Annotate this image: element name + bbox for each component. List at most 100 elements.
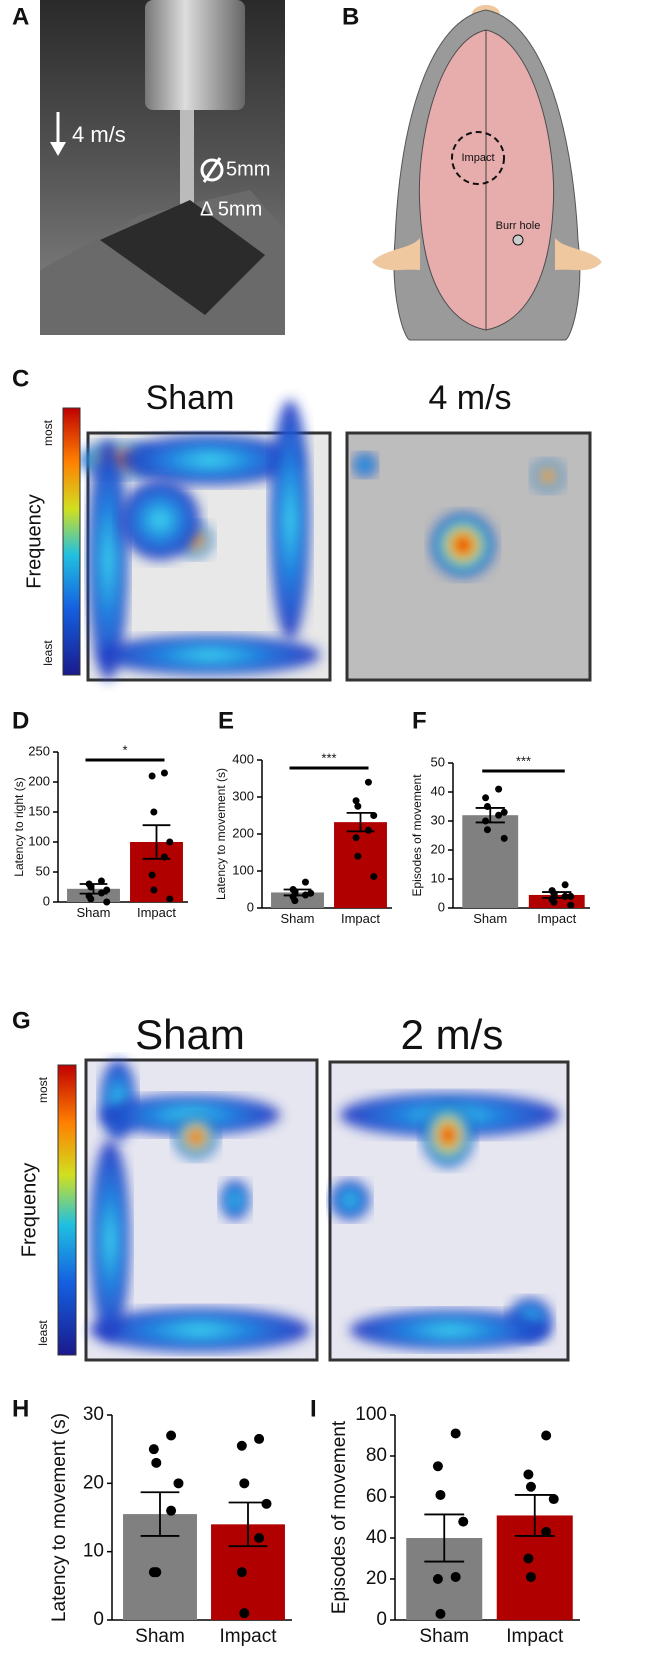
heat-spot <box>422 1103 474 1167</box>
y-tick-label: 50 <box>431 754 445 769</box>
data-point <box>541 1430 552 1441</box>
diameter-label: 5mm <box>226 158 270 180</box>
heat-spot <box>330 1180 370 1220</box>
heat-spot <box>350 1310 550 1350</box>
y-axis-label: Episodes of movement <box>410 774 424 897</box>
colorbar <box>57 1064 77 1356</box>
data-point <box>352 797 360 805</box>
y-tick-label: 20 <box>431 841 445 856</box>
data-point <box>352 834 360 842</box>
y-axis-label: Episodes of movement <box>329 1420 350 1614</box>
data-point <box>103 898 111 906</box>
significance-label: *** <box>321 750 336 765</box>
colorbar-label: Frequency <box>23 494 45 589</box>
data-point <box>166 838 174 846</box>
y-tick-label: 100 <box>232 862 254 877</box>
y-tick-label: 10 <box>83 1541 104 1562</box>
y-tick-label: 250 <box>28 743 50 758</box>
colorbar-min: least <box>36 1320 50 1346</box>
y-axis-label: Latency to right (s) <box>12 777 26 876</box>
panel-label: D <box>12 707 29 734</box>
data-point <box>364 778 372 786</box>
panel-label: F <box>412 707 427 734</box>
heat-spot <box>100 1095 280 1135</box>
y-tick-label: 200 <box>232 825 254 840</box>
data-point <box>432 1461 443 1472</box>
y-tick-label: 100 <box>355 1404 387 1425</box>
data-point <box>160 853 168 861</box>
burr-hole-label: Burr hole <box>496 220 541 232</box>
colorbar <box>62 407 81 676</box>
data-point <box>483 826 491 834</box>
data-point <box>561 892 569 900</box>
data-point <box>370 873 378 881</box>
schematic-b: Impact Burr hole <box>372 5 602 341</box>
data-point <box>87 895 95 903</box>
data-point <box>148 1444 159 1455</box>
y-tick-label: 10 <box>431 870 445 885</box>
y-tick-label: 150 <box>28 803 50 818</box>
y-tick-label: 60 <box>366 1486 387 1507</box>
data-point <box>567 901 575 909</box>
speed-label: 4 m/s <box>72 122 126 147</box>
significance-label: * <box>122 742 127 757</box>
depth-label: Δ 5mm <box>200 198 262 220</box>
data-point <box>435 1608 446 1619</box>
data-point <box>307 889 315 897</box>
x-tick-label: Sham <box>77 905 111 920</box>
data-point <box>239 1478 250 1489</box>
panel-label: B <box>342 3 359 30</box>
data-point <box>148 871 156 879</box>
data-point <box>548 1494 559 1505</box>
data-point <box>482 794 490 802</box>
y-axis-label: Latency to movement (s) <box>214 768 228 900</box>
y-tick-label: 100 <box>28 833 50 848</box>
data-point <box>160 769 168 777</box>
data-point <box>523 1469 534 1480</box>
y-tick-label: 0 <box>43 893 50 908</box>
bar <box>334 822 387 908</box>
heat-spot <box>174 1115 218 1159</box>
heatmap-title: 2 m/s <box>401 1011 504 1058</box>
photo-a: 4 m/s 5mm Δ 5mm <box>40 0 285 335</box>
data-point <box>354 802 362 810</box>
data-point <box>261 1498 272 1509</box>
data-point <box>239 1608 250 1619</box>
data-point <box>495 785 503 793</box>
heat-spot <box>353 453 377 477</box>
data-point <box>458 1516 469 1527</box>
heat-spot <box>90 1308 310 1352</box>
data-point <box>364 826 372 834</box>
data-point <box>525 1481 536 1492</box>
colorbar-max: most <box>41 419 55 446</box>
panel-label: G <box>12 1007 31 1034</box>
heat-spot <box>88 440 128 680</box>
data-point <box>150 808 158 816</box>
data-point <box>166 1430 177 1441</box>
data-point <box>370 812 378 819</box>
colorbar-min: least <box>41 640 55 666</box>
x-tick-label: Sham <box>281 911 315 926</box>
heatmap-title: Sham <box>135 1011 245 1058</box>
panel-label: E <box>218 707 234 734</box>
heat-spot <box>90 1140 130 1340</box>
x-tick-label: Sham <box>135 1626 185 1647</box>
y-tick-label: 0 <box>438 899 445 914</box>
y-tick-label: 0 <box>247 899 254 914</box>
colorbar-label: Frequency <box>18 1163 40 1258</box>
y-tick-label: 0 <box>376 1609 387 1630</box>
y-tick-label: 80 <box>366 1445 387 1466</box>
x-tick-label: Impact <box>137 905 176 920</box>
heat-spot <box>100 635 320 675</box>
y-tick-label: 30 <box>431 812 445 827</box>
data-point <box>291 897 299 905</box>
heat-spot <box>120 480 200 560</box>
y-tick-label: 40 <box>431 783 445 798</box>
data-point <box>151 1567 162 1578</box>
heat-spot <box>532 460 564 492</box>
data-point <box>254 1433 265 1444</box>
error-bar <box>424 1513 465 1563</box>
data-point <box>432 1574 443 1584</box>
y-tick-label: 20 <box>366 1568 387 1589</box>
